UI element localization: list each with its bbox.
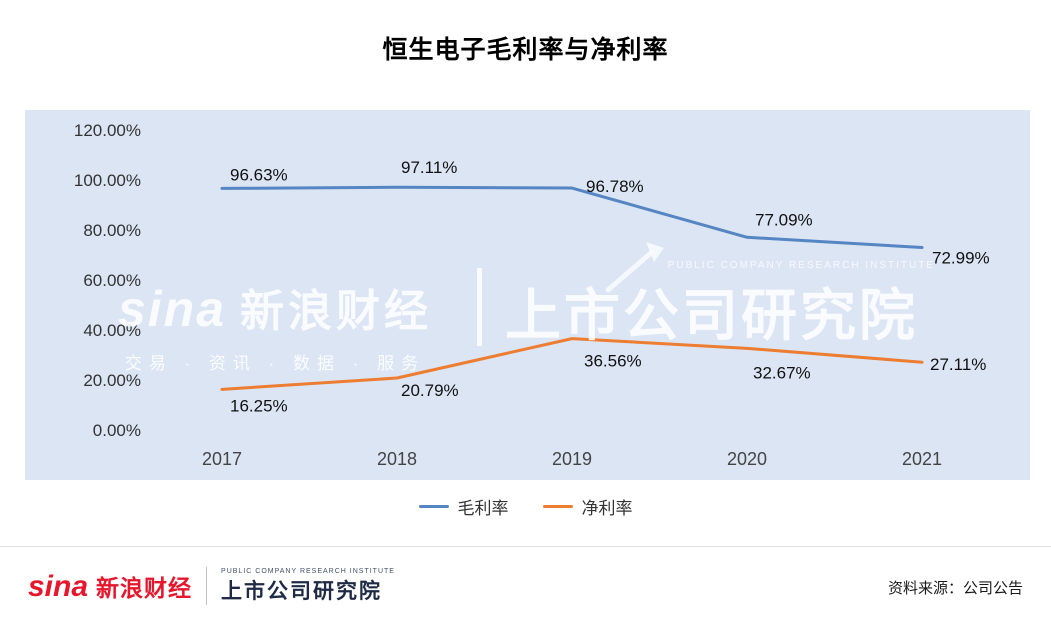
- x-tick-label: 2020: [727, 449, 767, 469]
- data-source-label: 资料来源：公司公告: [887, 580, 1023, 597]
- y-tick-label: 0.00%: [93, 421, 141, 440]
- chart-svg: 120.00% 100.00% 80.00% 60.00% 40.00% 20.00% 0.…: [74, 121, 990, 469]
- data-label: 32.67%: [753, 363, 811, 382]
- sina-logo-text: sina: [28, 569, 89, 603]
- chart-legend: 毛利率 净利率: [0, 494, 1051, 519]
- data-label: 77.09%: [755, 210, 813, 229]
- footer: sina 新浪财经 PUBLIC COMPANY RESEARCH INSTIT…: [0, 546, 1051, 629]
- data-label: 96.63%: [230, 165, 288, 184]
- data-label: 96.78%: [586, 177, 644, 196]
- series-line-净利率: [220, 337, 924, 391]
- x-tick-label: 2017: [202, 449, 242, 469]
- legend-label-net-margin: 净利率: [581, 499, 633, 518]
- x-tick-label: 2021: [902, 449, 942, 469]
- y-tick-label: 40.00%: [83, 321, 141, 340]
- chart-title: 恒生电子毛利率与净利率: [382, 36, 669, 64]
- legend-swatch-gross-margin: [418, 505, 449, 508]
- data-label: 20.79%: [401, 381, 459, 400]
- y-tick-label: 120.00%: [74, 121, 141, 140]
- watermark-divider: [477, 268, 482, 346]
- chart-panel: 120.00% 100.00% 80.00% 60.00% 40.00% 20.00% 0.…: [25, 110, 1030, 480]
- series-line-毛利率: [220, 185, 924, 250]
- institute-logo: PUBLIC COMPANY RESEARCH INSTITUTE 上市公司研究…: [221, 568, 395, 605]
- y-tick-label: 60.00%: [83, 271, 141, 290]
- sina-logo: sina 新浪财经: [28, 569, 192, 604]
- footer-divider: [206, 567, 208, 605]
- legend-swatch-net-margin: [542, 505, 573, 508]
- institute-logo-title: 上市公司研究院: [221, 579, 383, 603]
- data-label: 72.99%: [932, 249, 990, 268]
- footer-brand-group: sina 新浪财经 PUBLIC COMPANY RESEARCH INSTIT…: [28, 567, 395, 605]
- legend-item-net-margin: 净利率: [542, 494, 633, 519]
- y-tick-label: 100.00%: [74, 171, 141, 190]
- y-tick-label: 80.00%: [83, 221, 141, 240]
- y-tick-label: 20.00%: [83, 371, 141, 390]
- legend-item-gross-margin: 毛利率: [418, 494, 509, 519]
- x-tick-label: 2018: [377, 449, 417, 469]
- data-label: 16.25%: [230, 396, 288, 415]
- data-label: 97.11%: [401, 158, 457, 177]
- data-label: 27.11%: [930, 355, 986, 374]
- legend-label-gross-margin: 毛利率: [457, 499, 509, 518]
- x-tick-label: 2019: [552, 449, 592, 469]
- data-label: 36.56%: [584, 352, 642, 371]
- sina-brand-name: 新浪财经: [96, 574, 193, 601]
- institute-logo-subtitle: PUBLIC COMPANY RESEARCH INSTITUTE: [221, 567, 395, 575]
